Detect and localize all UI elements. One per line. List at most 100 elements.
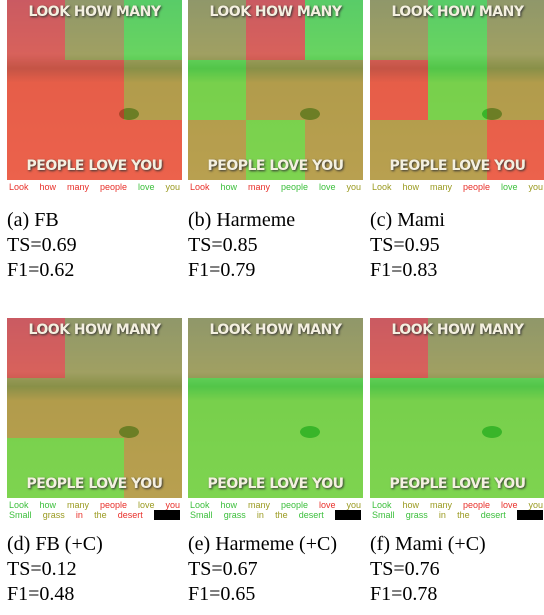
caption-label: (a) FB	[7, 209, 59, 231]
attention-cell	[188, 120, 247, 180]
token-row: Small grass in the desert	[7, 510, 182, 520]
meme-bottom-text: PEOPLE LOVE YOU	[389, 476, 526, 492]
panel: LOOK HOW MANY PEOPLE LOVE YOU Look how many p…	[188, 318, 363, 607]
token: people	[462, 182, 490, 192]
caption-label: (e) Harmeme (+C)	[188, 533, 337, 555]
ts-score: TS=0.76	[370, 558, 440, 580]
attention-cell	[65, 0, 124, 60]
token: love	[137, 500, 155, 510]
attention-cell	[246, 378, 305, 438]
meme-top-text: LOOK HOW MANY	[391, 322, 524, 338]
attention-cell	[65, 60, 124, 120]
token: people	[280, 500, 308, 510]
meme-image: LOOK HOW MANY PEOPLE LOVE YOU	[370, 0, 544, 180]
bush	[119, 426, 139, 438]
attention-cell	[246, 120, 305, 180]
attention-cell	[486, 120, 544, 180]
ts-score: TS=0.85	[188, 234, 258, 256]
panel: LOOK HOW MANY PEOPLE LOVE YOU Look how many p…	[370, 0, 544, 283]
attention-cell	[428, 60, 487, 120]
attention-cell	[123, 438, 182, 498]
ts-score: TS=0.69	[7, 234, 77, 256]
token: Look	[9, 500, 29, 510]
attention-cell	[7, 120, 66, 180]
attention-cell	[123, 378, 182, 438]
token: many	[66, 500, 89, 510]
token: Look	[372, 500, 392, 510]
bush	[300, 108, 320, 120]
f1-score: F1=0.79	[188, 259, 256, 281]
meme-image: LOOK HOW MANY PEOPLE LOVE YOU	[7, 318, 182, 498]
attention-cell	[188, 378, 247, 438]
meme-image: LOOK HOW MANY PEOPLE LOVE YOU	[188, 318, 363, 498]
token: how	[402, 500, 420, 510]
attention-cell	[246, 60, 305, 120]
token: many	[429, 500, 452, 510]
caption-label: (d) FB (+C)	[7, 533, 103, 555]
caption: (a) FB TS=0.69 F1=0.62	[7, 208, 182, 283]
attention-cell	[188, 438, 247, 498]
token-row: Look how many people love you	[7, 500, 182, 510]
token: people	[280, 182, 308, 192]
bush	[482, 108, 502, 120]
ts-score: TS=0.95	[370, 234, 440, 256]
attention-cell	[486, 60, 544, 120]
attention-cell	[7, 378, 66, 438]
attention-cell	[428, 438, 487, 498]
token: people	[99, 182, 127, 192]
token: love	[500, 182, 518, 192]
token: Look	[9, 182, 29, 192]
attention-cell	[188, 60, 247, 120]
caption: (b) Harmeme TS=0.85 F1=0.79	[188, 208, 363, 283]
token: love	[137, 182, 155, 192]
attention-cell	[370, 120, 429, 180]
attention-cell	[188, 0, 247, 60]
ts-score: TS=0.12	[7, 558, 77, 580]
f1-score: F1=0.65	[188, 583, 256, 605]
attention-cell	[304, 0, 363, 60]
attention-cell	[65, 318, 124, 378]
token: many	[247, 182, 270, 192]
token-row: Look how many people love you	[370, 500, 544, 510]
meme-bottom-text: PEOPLE LOVE YOU	[207, 158, 344, 174]
panel: LOOK HOW MANY PEOPLE LOVE YOU Look how many p…	[370, 318, 544, 607]
meme-bottom-text: PEOPLE LOVE YOU	[389, 158, 526, 174]
f1-score: F1=0.83	[370, 259, 438, 281]
masked-token	[516, 510, 543, 520]
attention-cell	[370, 60, 429, 120]
attention-cell	[188, 318, 247, 378]
token: you	[346, 182, 361, 192]
token: you	[165, 182, 180, 192]
caption-label: (f) Mami (+C)	[370, 533, 486, 555]
attention-cell	[370, 378, 429, 438]
attention-cell	[123, 60, 182, 120]
token: the	[457, 510, 470, 520]
masked-token	[334, 510, 361, 520]
token: Small	[190, 510, 213, 520]
attention-cell	[304, 438, 363, 498]
meme-image: LOOK HOW MANY PEOPLE LOVE YOU	[7, 0, 182, 180]
caption: (c) Mami TS=0.95 F1=0.83	[370, 208, 544, 283]
bush	[119, 108, 139, 120]
meme-top-text: LOOK HOW MANY	[209, 4, 342, 20]
attention-cell	[304, 60, 363, 120]
token: how	[402, 182, 420, 192]
attention-cell	[370, 0, 429, 60]
token: grass	[405, 510, 428, 520]
attention-cell	[486, 438, 544, 498]
attention-cell	[123, 318, 182, 378]
token-row: Small grass in the desert	[370, 510, 544, 520]
caption: (e) Harmeme (+C) TS=0.67 F1=0.65	[188, 532, 363, 607]
token: many	[66, 182, 89, 192]
meme-top-text: LOOK HOW MANY	[28, 4, 161, 20]
token: desert	[117, 510, 143, 520]
attention-cell	[7, 318, 66, 378]
attention-cell	[486, 0, 544, 60]
attention-cell	[370, 438, 429, 498]
token: people	[99, 500, 127, 510]
meme-bottom-text: PEOPLE LOVE YOU	[207, 476, 344, 492]
masked-token	[153, 510, 180, 520]
token: Small	[372, 510, 395, 520]
attention-cell	[246, 318, 305, 378]
